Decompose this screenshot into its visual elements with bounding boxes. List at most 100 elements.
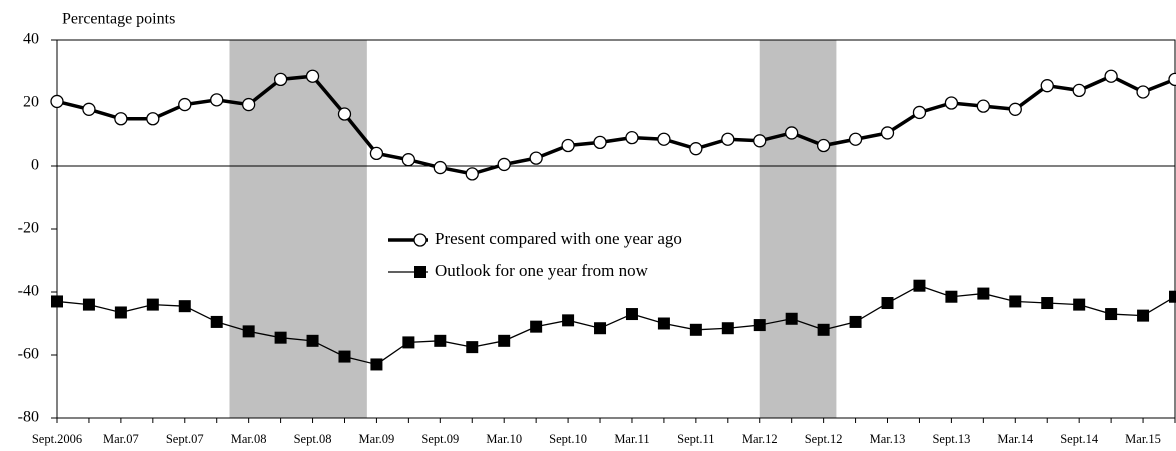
legend-marker bbox=[413, 233, 427, 247]
data-point bbox=[1072, 83, 1086, 98]
x-tick-label: Mar.08 bbox=[231, 432, 267, 446]
data-point bbox=[433, 160, 447, 175]
data-point bbox=[306, 334, 319, 347]
x-tick-label: Sept.07 bbox=[166, 432, 204, 446]
data-point bbox=[146, 298, 159, 311]
x-tick-label: Sept.12 bbox=[805, 432, 843, 446]
data-point bbox=[402, 336, 415, 349]
data-point bbox=[337, 107, 352, 121]
data-point bbox=[497, 157, 511, 172]
y-axis-label: Percentage points bbox=[62, 11, 175, 28]
data-point bbox=[913, 279, 926, 292]
data-point bbox=[816, 138, 831, 153]
data-point bbox=[305, 69, 320, 83]
data-point bbox=[1137, 309, 1150, 322]
data-point bbox=[561, 138, 575, 153]
data-point bbox=[82, 102, 96, 116]
data-point bbox=[1041, 297, 1054, 310]
legend-label: Outlook for one year from now bbox=[435, 261, 649, 280]
data-point bbox=[210, 315, 223, 328]
data-point bbox=[625, 308, 638, 321]
data-point bbox=[880, 126, 895, 140]
data-point bbox=[529, 151, 543, 165]
x-tick-label: Mar.11 bbox=[614, 432, 649, 446]
data-point bbox=[945, 290, 958, 303]
data-point bbox=[465, 167, 479, 181]
x-tick-label: Mar.07 bbox=[103, 432, 139, 446]
data-point bbox=[434, 334, 447, 347]
shaded-period bbox=[759, 40, 837, 418]
data-point bbox=[1009, 295, 1022, 308]
x-tick-label: Mar.10 bbox=[486, 432, 522, 446]
data-point bbox=[401, 153, 416, 167]
data-point bbox=[114, 112, 128, 126]
data-point bbox=[146, 112, 160, 126]
y-tick-label: 40 bbox=[23, 31, 39, 48]
data-point bbox=[593, 135, 607, 150]
data-point bbox=[657, 132, 671, 146]
x-tick-label: Mar.15 bbox=[1125, 432, 1161, 446]
data-point bbox=[594, 322, 607, 335]
data-point bbox=[274, 331, 287, 344]
data-point bbox=[210, 93, 224, 107]
x-tick-label: Mar.12 bbox=[742, 432, 778, 446]
data-point bbox=[753, 319, 766, 332]
data-point bbox=[1073, 298, 1086, 311]
data-point bbox=[976, 99, 990, 113]
x-tick-label: Mar.09 bbox=[359, 432, 395, 446]
data-point bbox=[338, 350, 351, 363]
data-point bbox=[689, 142, 703, 156]
y-tick-label: -80 bbox=[18, 409, 39, 426]
data-point bbox=[1168, 72, 1176, 87]
data-point bbox=[1008, 102, 1022, 116]
data-point bbox=[178, 300, 191, 313]
x-tick-label: Sept.09 bbox=[421, 432, 459, 446]
data-point bbox=[785, 126, 799, 140]
data-point bbox=[721, 132, 735, 146]
series-line bbox=[56, 284, 1176, 366]
data-point bbox=[881, 297, 894, 310]
y-tick-label: 20 bbox=[23, 94, 39, 111]
x-tick-label: Sept.13 bbox=[932, 432, 970, 446]
y-tick-label: 0 bbox=[31, 157, 39, 174]
y-tick-label: -20 bbox=[18, 220, 39, 237]
data-point bbox=[466, 341, 479, 354]
x-tick-label: Mar.13 bbox=[870, 432, 906, 446]
data-point bbox=[51, 295, 63, 308]
y-tick-label: -60 bbox=[18, 346, 39, 363]
data-point bbox=[242, 97, 256, 112]
series-line bbox=[56, 74, 1176, 176]
data-point bbox=[849, 315, 862, 328]
data-point bbox=[82, 298, 95, 311]
data-point bbox=[562, 314, 575, 327]
data-point bbox=[625, 130, 639, 145]
data-point bbox=[1169, 290, 1176, 303]
x-tick-label: Sept.08 bbox=[294, 432, 332, 446]
x-tick-label: Mar.14 bbox=[997, 432, 1034, 446]
data-point bbox=[369, 146, 384, 161]
data-point bbox=[242, 325, 255, 338]
x-tick-label: Sept.14 bbox=[1060, 432, 1099, 446]
data-point bbox=[657, 317, 670, 330]
data-point bbox=[1105, 308, 1118, 321]
x-tick-label: Sept.10 bbox=[549, 432, 587, 446]
data-point bbox=[370, 358, 383, 371]
legend-marker bbox=[414, 266, 426, 278]
data-point bbox=[530, 320, 543, 333]
legend-label: Present compared with one year ago bbox=[435, 229, 682, 248]
data-point bbox=[1136, 85, 1150, 99]
data-point bbox=[753, 134, 767, 148]
data-point bbox=[273, 72, 288, 87]
data-point bbox=[689, 323, 702, 336]
x-tick-label: Sept.11 bbox=[677, 432, 714, 446]
x-tick-label: Sept.2006 bbox=[32, 432, 82, 446]
data-point bbox=[178, 97, 192, 112]
data-point bbox=[721, 322, 734, 335]
data-point bbox=[944, 96, 959, 110]
data-point bbox=[498, 334, 511, 347]
y-tick-label: -40 bbox=[18, 283, 39, 300]
data-point bbox=[912, 105, 927, 120]
data-point bbox=[1104, 69, 1118, 83]
